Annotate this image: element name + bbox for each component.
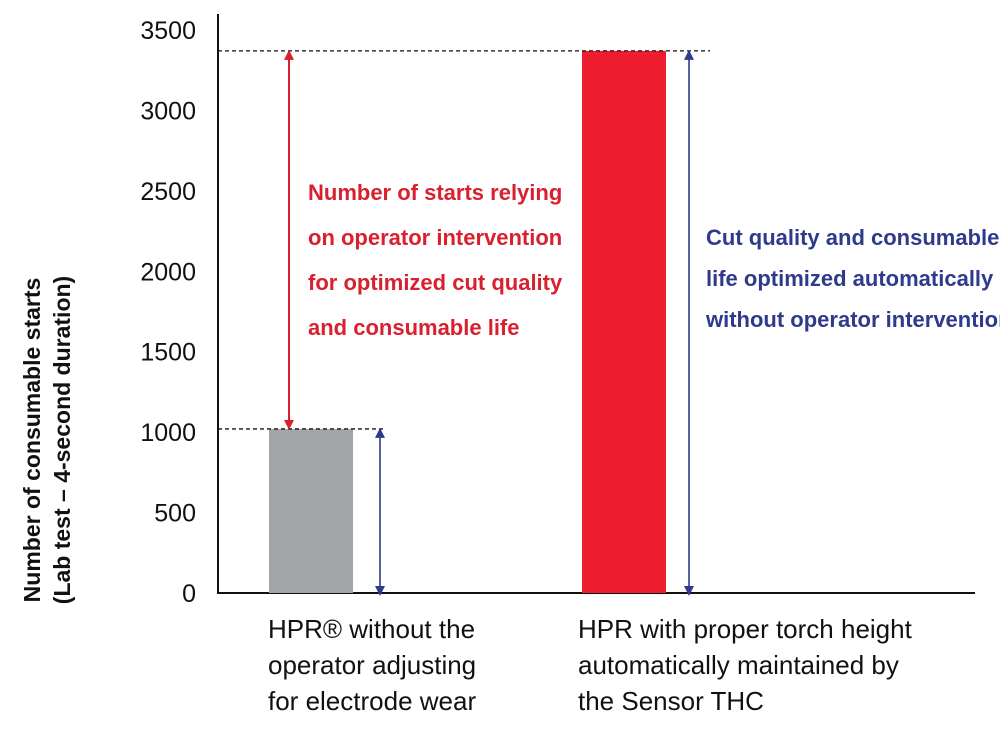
category-label-1-line: operator adjusting xyxy=(268,650,476,680)
category-label-2-line: the Sensor THC xyxy=(578,686,764,716)
y-tick-label: 1000 xyxy=(140,419,196,447)
annotation-1-line: and consumable life xyxy=(308,315,520,340)
y-tick-label: 3000 xyxy=(140,97,196,125)
annotation-1-line: Number of starts relying xyxy=(308,180,562,205)
y-axis-label-line: (Lab test – 4-second duration) xyxy=(49,276,75,604)
bar-2 xyxy=(582,50,666,593)
y-tick-label: 0 xyxy=(182,580,196,608)
annotation-2-line: Cut quality and consumable xyxy=(706,225,999,250)
category-label-2-line: automatically maintained by xyxy=(578,650,899,680)
y-tick-label: 2000 xyxy=(140,258,196,286)
annotation-2-line: without operator intervention xyxy=(705,307,1000,332)
annotation-2-line: life optimized automatically xyxy=(706,266,994,291)
category-label-1-line: HPR® without the xyxy=(268,614,475,644)
annotation-1-line: on operator intervention xyxy=(308,225,562,250)
annotation-1-line: for optimized cut quality xyxy=(308,270,563,295)
y-tick-label: 2500 xyxy=(140,178,196,206)
category-label-2-line: HPR with proper torch height xyxy=(578,614,913,644)
category-label-1-line: for electrode wear xyxy=(268,686,476,716)
y-tick-label: 1500 xyxy=(140,339,196,367)
bar-1 xyxy=(269,428,353,593)
y-axis-label: Number of consumable starts (Lab test – 4… xyxy=(19,276,75,604)
y-tick-label: 500 xyxy=(154,500,196,528)
y-axis-label-line: Number of consumable starts xyxy=(19,278,45,603)
y-tick-label: 3500 xyxy=(140,17,196,45)
